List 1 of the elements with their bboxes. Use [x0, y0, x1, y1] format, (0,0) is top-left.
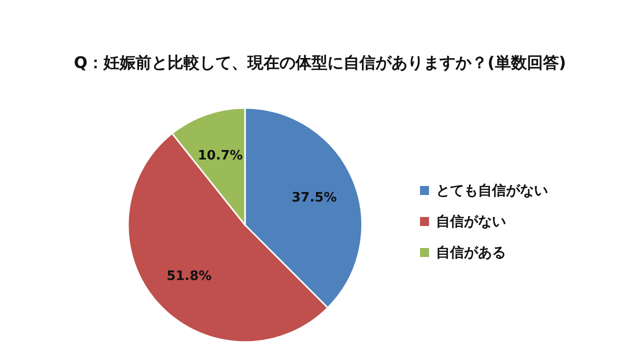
title: Q：妊娠前と比較して、現在の体型に自信がありますか？(単数回答) — [74, 53, 566, 72]
